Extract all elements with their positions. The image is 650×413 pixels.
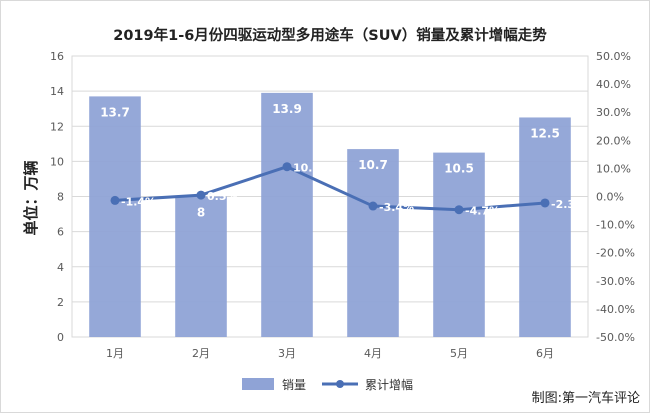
x-tick-label: 3月	[278, 347, 296, 360]
bar	[519, 117, 571, 337]
y-tick-label-right: -30.0%	[596, 275, 635, 288]
legend-label-growth: 累计增幅	[365, 377, 413, 392]
y-tick-label-left: 12	[50, 120, 64, 133]
bar-data-label: 10.5	[444, 162, 474, 176]
bar-data-label: 10.7	[358, 158, 388, 172]
line-data-label: -1.4%	[121, 195, 156, 208]
y-tick-label-right: -50.0%	[596, 331, 635, 344]
bar-layer	[89, 92, 571, 337]
bar-data-label: 8	[197, 206, 205, 220]
x-tick-label: 5月	[450, 347, 468, 360]
legend-label-sales: 销量	[282, 378, 306, 392]
line-point	[454, 205, 464, 215]
line-layer	[110, 162, 550, 215]
y-tick-label-left: 4	[57, 261, 64, 274]
x-tick-label: 1月	[106, 347, 124, 360]
y-tick-label-right: 40.0%	[596, 78, 631, 91]
bar	[175, 196, 227, 337]
y-tick-label-right: 10.0%	[596, 162, 631, 175]
line-data-label: 0.5%	[207, 190, 238, 203]
line-point	[540, 198, 550, 208]
legend: 销量 累计增幅	[242, 377, 413, 392]
x-tick-label: 4月	[364, 347, 382, 360]
line-data-label: 10.6%	[293, 162, 331, 175]
bar-data-label: 13.7	[100, 105, 130, 119]
growth-line	[114, 165, 546, 212]
y-tick-label-left: 8	[57, 191, 64, 204]
line-data-label: -2.3%	[551, 198, 586, 211]
line-point	[282, 162, 292, 172]
y-tick-label-right: 0.0%	[596, 191, 624, 204]
y-tick-label-right: -20.0%	[596, 247, 635, 260]
chart-title: 2019年1-6月份四驱运动型多用途车（SUV）销量及累计增幅走势	[113, 26, 547, 44]
y-tick-label-left: 16	[50, 50, 64, 63]
y-tick-label-right: 20.0%	[596, 134, 631, 147]
y-tick-label-left: 14	[50, 85, 64, 98]
y-tick-label-right: 50.0%	[596, 50, 631, 63]
y-tick-label-left: 0	[57, 331, 64, 344]
x-tick-label: 2月	[192, 347, 210, 360]
source-credit: 制图:第一汽车评论	[532, 390, 640, 406]
bar	[261, 92, 313, 337]
line-data-label: -3.4%	[379, 201, 414, 214]
x-tick-label: 6月	[536, 347, 554, 360]
legend-marker-growth	[336, 380, 344, 388]
y-tick-label-left: 2	[57, 296, 64, 309]
line-point	[368, 201, 378, 211]
y-tick-label-right: -40.0%	[596, 303, 635, 316]
bar	[347, 149, 399, 337]
axis-layer: 0 2 4 6 8 10 12 14 16 -50.0% -40.0% -30.0% -20.0% -10…	[50, 50, 635, 360]
y-axis-label: 单位：万辆	[22, 160, 40, 235]
grid-layer	[71, 55, 589, 338]
bar	[89, 96, 141, 337]
label-layer: 13.7 8 13.9 10.7 10.5 12.5 -1.4% 0.5% 10.6% -3.4%…	[100, 102, 586, 220]
y-tick-label-right: 30.0%	[596, 106, 631, 119]
line-point	[110, 195, 120, 205]
bar	[433, 152, 485, 337]
line-data-label: -4.7%	[465, 205, 500, 218]
y-tick-label-right: -10.0%	[596, 219, 635, 232]
bar-data-label: 12.5	[530, 126, 560, 140]
y-tick-label-left: 6	[57, 226, 64, 239]
legend-swatch-sales	[242, 378, 274, 390]
line-point	[196, 190, 206, 200]
bar-data-label: 13.9	[272, 102, 302, 116]
y-tick-label-left: 10	[50, 155, 64, 168]
